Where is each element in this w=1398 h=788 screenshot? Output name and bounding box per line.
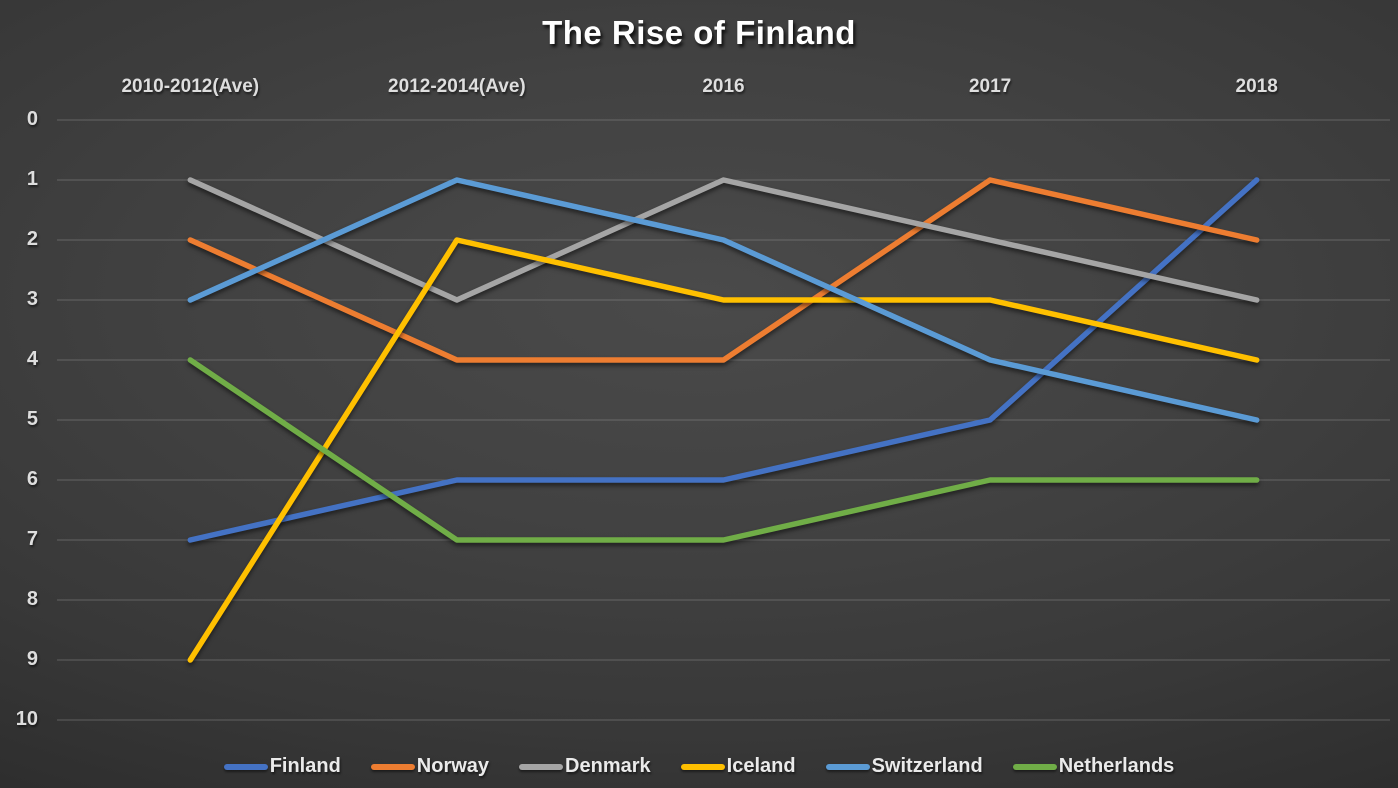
series-line-netherlands xyxy=(187,357,1260,543)
legend-item-netherlands: Netherlands xyxy=(1012,755,1175,778)
legend-swatch-icon xyxy=(1012,763,1057,770)
x-axis-category-label: 2016 xyxy=(702,76,745,97)
y-axis-tick-label: 4 xyxy=(26,348,38,371)
legend-label: Norway xyxy=(416,755,490,777)
legend-swatch-icon xyxy=(825,763,870,770)
chart-legend: Finland Norway Denmark Iceland Switzerland Ne… xyxy=(0,755,1398,778)
legend-label: Netherlands xyxy=(1058,755,1175,777)
legend-label: Switzerland xyxy=(871,755,983,777)
series-line-switzerland xyxy=(187,177,1260,423)
legend-item-denmark: Denmark xyxy=(519,755,651,778)
legend-item-finland: Finland xyxy=(223,755,341,778)
y-axis-tick-label: 1 xyxy=(26,168,38,191)
chart-title: The Rise of Finland xyxy=(542,14,856,51)
x-axis-category-label: 2017 xyxy=(968,76,1012,97)
y-axis-tick-label: 3 xyxy=(26,288,38,311)
y-axis-tick-label: 10 xyxy=(15,708,38,731)
y-axis-tick-label: 0 xyxy=(26,108,38,131)
legend-label: Finland xyxy=(269,755,341,777)
x-axis-category-label: 2010-2012(Ave) xyxy=(121,76,260,97)
y-axis-tick-label: 2 xyxy=(26,228,38,251)
legend-label: Denmark xyxy=(565,755,651,777)
series-line-finland xyxy=(187,177,1260,543)
legend-label: Iceland xyxy=(726,755,796,777)
series-line-denmark xyxy=(187,177,1260,303)
y-axis-tick-label: 8 xyxy=(26,588,38,611)
x-axis-category-label: 2018 xyxy=(1235,76,1278,97)
y-axis-tick-label: 6 xyxy=(26,468,38,491)
legend-swatch-icon xyxy=(680,763,725,770)
series-line-norway xyxy=(187,177,1260,363)
legend-item-iceland: Iceland xyxy=(680,755,796,778)
legend-item-norway: Norway xyxy=(370,755,490,778)
legend-swatch-icon xyxy=(223,763,268,770)
legend-swatch-icon xyxy=(370,763,415,770)
y-axis-tick-label: 5 xyxy=(26,408,38,431)
y-axis-tick-label: 9 xyxy=(26,648,38,671)
y-axis-tick-label: 7 xyxy=(26,528,38,551)
legend-item-switzerland: Switzerland xyxy=(825,755,983,778)
series-line-iceland xyxy=(187,237,1260,663)
x-axis-category-label: 2012-2014(Ave) xyxy=(388,76,526,97)
legend-swatch-icon xyxy=(519,763,564,770)
